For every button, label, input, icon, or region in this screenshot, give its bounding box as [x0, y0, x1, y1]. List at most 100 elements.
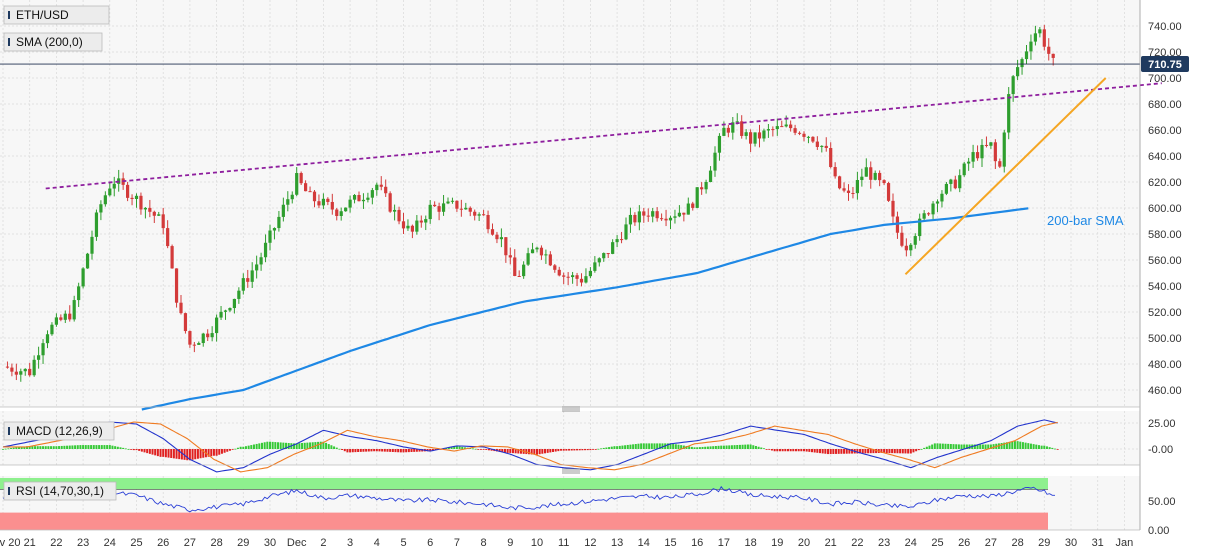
x-tick-label: 26	[958, 537, 970, 549]
y-tick-label: 720.00	[1148, 47, 1182, 59]
macd-histogram-bar	[151, 449, 154, 455]
macd-histogram-bar	[891, 449, 894, 454]
candle-body	[820, 145, 824, 147]
candle-body	[797, 132, 802, 134]
macd-histogram-bar	[244, 446, 247, 449]
macd-histogram-bar	[624, 445, 627, 449]
macd-histogram-bar	[15, 447, 18, 449]
macd-histogram-bar	[554, 449, 557, 452]
candle-body	[628, 214, 633, 225]
x-tick-label: 4	[374, 537, 380, 549]
candle-body	[112, 183, 116, 189]
candle-body	[1007, 94, 1011, 133]
macd-histogram-bar	[84, 445, 87, 449]
macd-histogram-bar	[277, 442, 280, 449]
candle-body	[1011, 76, 1015, 95]
candle-body	[544, 254, 548, 256]
macd-histogram-bar	[642, 443, 645, 449]
macd-histogram-bar	[907, 449, 910, 454]
macd-histogram-bar	[234, 448, 237, 450]
sma-200-line	[141, 207, 1029, 411]
candle-body	[32, 359, 36, 376]
candle-body	[130, 197, 134, 199]
candle-body	[192, 344, 196, 346]
x-tick-label: 18	[744, 537, 756, 549]
macd-histogram-bar	[682, 445, 685, 449]
macd-histogram-bar	[52, 446, 55, 449]
candle-body	[41, 343, 45, 356]
macd-histogram-bar	[373, 449, 376, 452]
candle-body	[321, 198, 325, 206]
macd-histogram-bar	[349, 449, 352, 453]
macd-histogram-bar	[1053, 448, 1056, 450]
candle-body	[1024, 51, 1029, 60]
candle-body	[944, 183, 948, 194]
x-tick-label: Jan	[1116, 537, 1134, 549]
candle-body	[846, 190, 851, 193]
macd-histogram-bar	[426, 449, 429, 452]
macd-histogram-bar	[68, 445, 71, 449]
macd-histogram-bar	[148, 449, 151, 454]
x-tick-label: 30	[1065, 537, 1077, 549]
macd-histogram-bar	[20, 446, 23, 449]
macd-histogram-bar	[1035, 444, 1038, 449]
candle-body	[530, 249, 535, 254]
candle-body	[655, 211, 659, 219]
candle-body	[753, 132, 757, 144]
macd-histogram-bar	[362, 449, 365, 452]
macd-histogram-bar	[730, 445, 733, 449]
candle-body	[197, 343, 201, 345]
candle-body	[482, 214, 486, 216]
support-line	[904, 77, 1107, 276]
last-price-text: 710.75	[1148, 59, 1182, 71]
last-price-badge	[1141, 56, 1189, 73]
macd-histogram-bar	[2, 449, 4, 450]
candle-body	[370, 190, 374, 198]
candle-body	[10, 367, 14, 372]
candle-body	[295, 173, 299, 195]
macd-histogram-bar	[656, 443, 659, 449]
macd-histogram-bar	[485, 449, 488, 450]
candle-body	[304, 183, 308, 192]
candle-body	[246, 278, 250, 282]
macd-histogram-bar	[413, 449, 416, 452]
candle-body	[263, 242, 268, 258]
price-pane	[0, 0, 1140, 407]
candle-body	[815, 141, 819, 147]
macd-histogram-bar	[1037, 445, 1040, 449]
macd-histogram-bar	[749, 444, 752, 449]
macd-histogram-bar	[851, 449, 854, 454]
candle-body	[393, 209, 397, 212]
candle-body	[223, 310, 228, 312]
macd-histogram-bar	[634, 444, 637, 449]
macd-histogram-bar	[1011, 441, 1014, 449]
macd-histogram-bar	[511, 449, 514, 454]
macd-histogram-bar	[383, 449, 386, 452]
macd-histogram-bar	[132, 449, 135, 451]
y-tick-label: 600.00	[1148, 203, 1182, 215]
candle-body	[255, 264, 259, 271]
macd-histogram-bar	[247, 445, 250, 449]
macd-histogram-bar	[720, 445, 723, 449]
macd-histogram-bar	[461, 446, 464, 449]
macd-histogram-bar	[447, 447, 450, 449]
candle-body	[299, 173, 303, 184]
y-tick-label: 700.00	[1148, 73, 1182, 85]
macd-histogram-bar	[792, 449, 795, 452]
candle-body	[637, 211, 641, 223]
candle-body	[330, 201, 334, 210]
macd-histogram-bar	[335, 447, 338, 449]
macd-histogram-bar	[415, 449, 418, 452]
macd-histogram-bar	[885, 449, 888, 453]
macd-histogram-bar	[987, 444, 990, 449]
macd-histogram-bar	[375, 449, 378, 452]
candle-body	[833, 167, 837, 177]
candle-body	[886, 183, 891, 201]
macd-histogram-bar	[106, 445, 109, 449]
macd-histogram-bar	[31, 446, 34, 449]
candle-body	[958, 175, 962, 189]
macd-histogram-bar	[527, 449, 530, 455]
macd-histogram-bar	[407, 449, 410, 453]
macd-histogram-bar	[7, 448, 10, 450]
